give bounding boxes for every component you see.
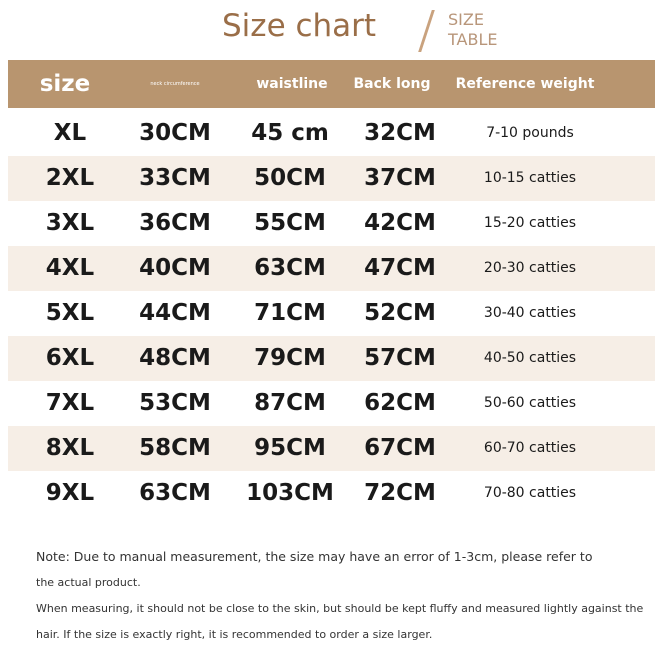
table-cell: 63CM [254, 255, 326, 281]
table-row: 5XL 44CM 71CM 52CM 30-40 catties [8, 291, 655, 336]
table-cell: 2XL [45, 165, 95, 191]
table-cell: 42CM [364, 210, 436, 236]
table-cell: 33CM [139, 165, 211, 191]
table-cell: 50-60 catties [483, 395, 577, 411]
table-cell: 6XL [45, 345, 95, 371]
table-cell: 87CM [254, 390, 326, 416]
table-cell: 95CM [254, 435, 326, 461]
table-cell: 8XL [45, 435, 95, 461]
table-cell: 55CM [254, 210, 326, 236]
table-cell: 58CM [139, 435, 211, 461]
table-cell: 48CM [139, 345, 211, 371]
table-cell: 63CM [139, 480, 211, 506]
table-cell: 52CM [364, 300, 436, 326]
table-cell: 40-50 catties [483, 350, 577, 366]
note-line: Note: Due to manual measurement, the siz… [36, 549, 593, 564]
table-cell: 62CM [364, 390, 436, 416]
table-cell: 79CM [254, 345, 326, 371]
note-line: hair. If the size is exactly right, it i… [36, 628, 433, 641]
table-cell: 3XL [45, 210, 95, 236]
table-cell: 30CM [139, 120, 211, 146]
subtitle-line: TABLE [448, 30, 498, 49]
table-cell: 47CM [364, 255, 436, 281]
table-row: 7XL 53CM 87CM 62CM 50-60 catties [8, 381, 655, 426]
notes: Note: Due to manual measurement, the siz… [36, 544, 643, 648]
table-cell: 53CM [139, 390, 211, 416]
table-cell: 37CM [364, 165, 436, 191]
table-cell: 57CM [364, 345, 436, 371]
header-neck: neck circumference [150, 81, 200, 87]
table-cell: XL [53, 120, 87, 146]
table-header: size neck circumference waistline Back l… [8, 60, 655, 108]
note-line: When measuring, it should not be close t… [36, 602, 644, 615]
table-cell: 60-70 catties [483, 440, 577, 456]
table-cell: 71CM [254, 300, 326, 326]
table-row: 9XL 63CM 103CM 72CM 70-80 catties [8, 471, 655, 516]
table-cell: 10-15 catties [483, 170, 577, 186]
header-reference-weight: Reference weight [455, 76, 595, 92]
table-cell: 72CM [364, 480, 436, 506]
header-size: size [39, 71, 91, 97]
table-row: 2XL 33CM 50CM 37CM 10-15 catties [8, 156, 655, 201]
table-cell: 103CM [246, 480, 334, 506]
page-title: Size chart [222, 8, 377, 44]
divider-slash [418, 10, 435, 52]
header-waistline: waistline [256, 76, 328, 92]
table-cell: 30-40 catties [483, 305, 577, 321]
note-line: the actual product. [36, 576, 141, 589]
table-cell: 5XL [45, 300, 95, 326]
table-cell: 70-80 catties [483, 485, 577, 501]
table-cell: 32CM [364, 120, 436, 146]
table-row: 8XL 58CM 95CM 67CM 60-70 catties [8, 426, 655, 471]
table-cell: 9XL [45, 480, 95, 506]
table-row: 4XL 40CM 63CM 47CM 20-30 catties [8, 246, 655, 291]
table-cell: 50CM [254, 165, 326, 191]
table-cell: 44CM [139, 300, 211, 326]
header-back-long: Back long [353, 76, 431, 92]
table-cell: 45 cm [251, 120, 329, 146]
subtitle-line: SIZE [448, 10, 484, 29]
table-row: 6XL 48CM 79CM 57CM 40-50 catties [8, 336, 655, 381]
table-cell: 67CM [364, 435, 436, 461]
table-row: XL 30CM 45 cm 32CM 7-10 pounds [8, 111, 655, 156]
table-cell: 20-30 catties [483, 260, 577, 276]
table-cell: 4XL [45, 255, 95, 281]
table-cell: 15-20 catties [483, 215, 577, 231]
subtitle: SIZE TABLE [448, 10, 497, 50]
table-cell: 36CM [139, 210, 211, 236]
table-cell: 40CM [139, 255, 211, 281]
table-cell: 7XL [45, 390, 95, 416]
table-cell: 7-10 pounds [486, 125, 574, 141]
table-row: 3XL 36CM 55CM 42CM 15-20 catties [8, 201, 655, 246]
size-table: XL 30CM 45 cm 32CM 7-10 pounds 2XL 33CM 50CM 37C… [8, 111, 655, 516]
